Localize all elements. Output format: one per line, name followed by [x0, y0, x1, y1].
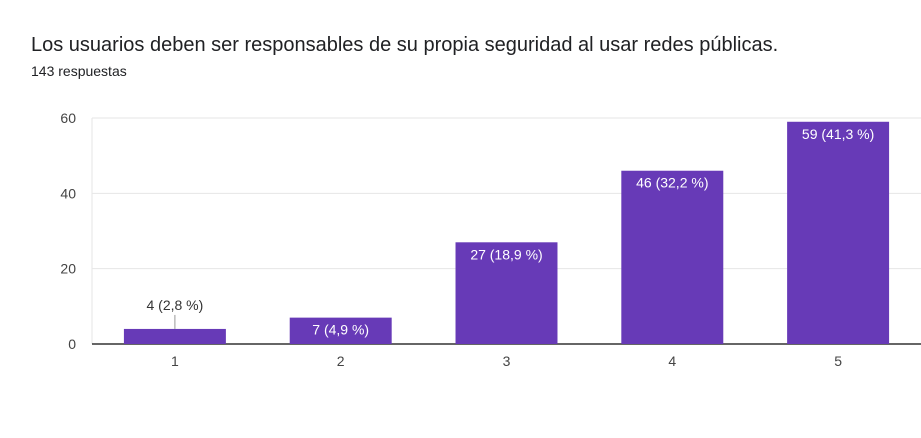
y-axis-ticks: 0 20 40 60	[60, 110, 76, 352]
y-tick-label: 20	[60, 261, 76, 277]
data-label: 27 (18,9 %)	[470, 246, 542, 262]
data-labels: 4 (2,8 %) 7 (4,9 %) 27 (18,9 %) 46 (32,2 %)…	[146, 126, 874, 338]
bar-2	[289, 317, 392, 344]
y-tick-label: 60	[60, 110, 76, 126]
bar-4	[621, 170, 724, 344]
x-tick-label: 2	[337, 353, 345, 369]
data-label: 7 (4,9 %)	[312, 322, 369, 338]
y-tick-label: 40	[60, 185, 76, 201]
x-tick-label: 5	[834, 353, 842, 369]
response-count: 143 respuestas	[31, 63, 127, 79]
bars	[123, 121, 890, 345]
x-tick-label: 1	[171, 353, 179, 369]
x-tick-label: 4	[668, 353, 676, 369]
x-axis-ticks: 1 2 3 4 5	[171, 353, 842, 369]
data-label: 4 (2,8 %)	[146, 297, 203, 313]
x-tick-label: 3	[503, 353, 511, 369]
chart-title: Los usuarios deben ser responsables de s…	[31, 34, 779, 56]
data-label: 59 (41,3 %)	[802, 126, 874, 142]
bar-1	[123, 328, 226, 344]
y-tick-label: 0	[68, 336, 76, 352]
data-label: 46 (32,2 %)	[636, 175, 708, 191]
bar-5	[787, 121, 890, 345]
bar-3	[455, 242, 558, 344]
